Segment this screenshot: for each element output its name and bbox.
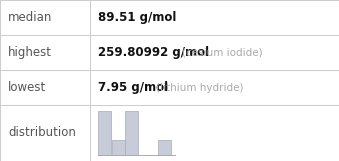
Text: lowest: lowest (8, 81, 46, 94)
Bar (112, 140, 125, 155)
Bar (158, 140, 171, 155)
Bar (98, 111, 111, 155)
Text: 259.80992 g/mol: 259.80992 g/mol (98, 46, 209, 59)
Text: median: median (8, 11, 52, 24)
Text: (lithium hydride): (lithium hydride) (156, 82, 243, 93)
Bar (125, 111, 138, 155)
Text: highest: highest (8, 46, 52, 59)
Text: 7.95 g/mol: 7.95 g/mol (98, 81, 168, 94)
Text: 89.51 g/mol: 89.51 g/mol (98, 11, 176, 24)
Text: (cesium iodide): (cesium iodide) (182, 47, 263, 57)
Text: distribution: distribution (8, 127, 76, 139)
